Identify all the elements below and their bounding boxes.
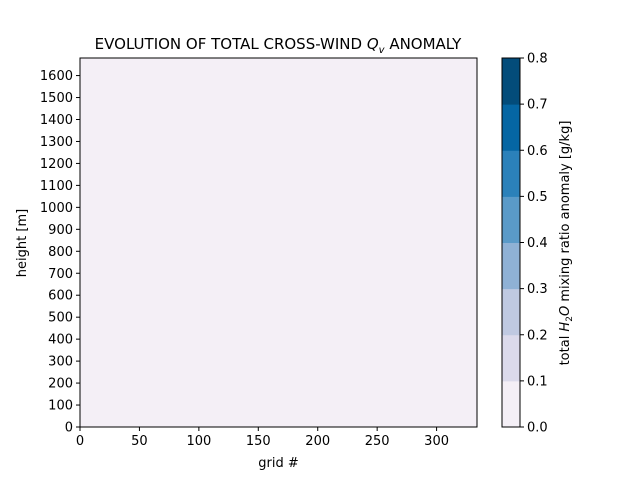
y-tick-label: 500	[48, 311, 73, 326]
x-tick-label: 150	[246, 434, 271, 449]
y-axis-label: height [m]	[15, 209, 30, 277]
y-tick-label: 900	[48, 223, 73, 238]
x-axis-ticks: 0 50 100 150 200 250 300	[76, 427, 449, 449]
colorbar-band	[502, 150, 520, 197]
x-tick-label: 0	[76, 434, 84, 449]
y-tick-label: 100	[48, 399, 73, 414]
colorbar-ticks: 0.0 0.1 0.2 0.3 0.4 0.5 0.6 0.7 0.8	[520, 52, 548, 436]
x-axis-label: grid #	[258, 456, 299, 471]
colorbar-tick-label: 0.0	[527, 421, 548, 436]
colorbar-tick-label: 0.8	[527, 52, 548, 67]
y-tick-label: 1600	[40, 69, 73, 84]
y-tick-label: 1000	[40, 201, 73, 216]
x-tick-label: 50	[131, 434, 148, 449]
colorbar-label: total H2O mixing ratio anomaly [g/kg]	[558, 121, 575, 366]
colorbar-tick-label: 0.4	[527, 236, 548, 251]
y-tick-label: 400	[48, 333, 73, 348]
y-tick-label: 200	[48, 377, 73, 392]
colorbar-tick-label: 0.7	[527, 98, 548, 113]
colorbar-bands	[502, 58, 520, 428]
colorbar-band	[502, 58, 520, 105]
colorbar-tick-label: 0.5	[527, 190, 548, 205]
colorbar-tick-label: 0.3	[527, 282, 548, 297]
chart-title: EVOLUTION OF TOTAL CROSS-WIND Qv ANOMALY	[95, 35, 463, 56]
x-tick-label: 100	[186, 434, 211, 449]
x-tick-label: 250	[365, 434, 390, 449]
x-tick-label: 200	[305, 434, 330, 449]
y-tick-label: 1400	[40, 113, 73, 128]
y-axis-ticks: 0 100 200 300 400 500 600 700 800 900 1000 1100 1200…	[40, 69, 80, 436]
colorbar-band	[502, 380, 520, 428]
y-tick-label: 1200	[40, 157, 73, 172]
colorbar-band	[502, 288, 520, 336]
x-tick-label: 300	[424, 434, 449, 449]
colorbar-tick-label: 0.6	[527, 144, 548, 159]
plot-area: 0 50 100 150 200 250 300 0 100 200 300 400 500 600 70…	[40, 57, 478, 449]
y-tick-label: 1500	[40, 91, 73, 106]
colorbar-band	[502, 334, 520, 382]
y-tick-label: 300	[48, 355, 73, 370]
colorbar: 0.0 0.1 0.2 0.3 0.4 0.5 0.6 0.7 0.8	[501, 52, 548, 436]
colorbar-band	[502, 196, 520, 243]
y-tick-label: 1100	[40, 179, 73, 194]
y-tick-label: 1300	[40, 135, 73, 150]
colorbar-band	[502, 242, 520, 290]
y-tick-label: 800	[48, 245, 73, 260]
colorbar-band	[502, 104, 520, 151]
colorbar-tick-label: 0.2	[527, 328, 548, 343]
colorbar-tick-label: 0.1	[527, 374, 548, 389]
plot-frame	[79, 57, 478, 428]
contour-field	[80, 58, 477, 427]
y-tick-label: 700	[48, 267, 73, 282]
y-tick-label: 600	[48, 289, 73, 304]
y-tick-label: 0	[65, 421, 73, 436]
